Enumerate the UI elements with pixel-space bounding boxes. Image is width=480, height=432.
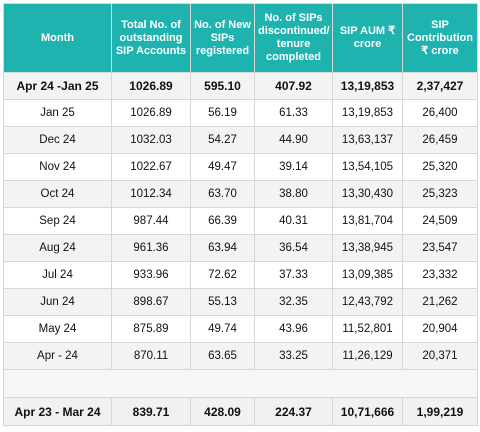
cell-discontinued: 36.54 bbox=[254, 234, 333, 262]
cell-new: 49.47 bbox=[190, 153, 255, 181]
header-month: Month bbox=[3, 3, 112, 73]
cell-aum: 12,43,792 bbox=[332, 288, 403, 316]
cell-month: Nov 24 bbox=[3, 153, 112, 181]
cell-discontinued: 40.31 bbox=[254, 207, 333, 235]
cell-month: May 24 bbox=[3, 315, 112, 343]
table-row: Jan 25 1026.89 56.19 61.33 13,19,853 26,400 bbox=[3, 99, 478, 127]
table-row: May 24 875.89 49.74 43.96 11,52,801 20,904 bbox=[3, 315, 478, 343]
cell-discontinued: 38.80 bbox=[254, 180, 333, 208]
header-new-sips: No. of New SIPs registered bbox=[190, 3, 255, 73]
cell-month: Jan 25 bbox=[3, 99, 112, 127]
cell-contribution: 20,371 bbox=[402, 342, 478, 370]
summary-aum: 13,19,853 bbox=[332, 72, 403, 100]
cell-aum: 13,19,853 bbox=[332, 99, 403, 127]
cell-discontinued: 33.25 bbox=[254, 342, 333, 370]
cell-contribution: 20,904 bbox=[402, 315, 478, 343]
cell-outstanding: 933.96 bbox=[111, 261, 191, 289]
summary-discontinued: 407.92 bbox=[254, 72, 333, 100]
cell-new: 63.65 bbox=[190, 342, 255, 370]
cell-aum: 11,52,801 bbox=[332, 315, 403, 343]
table-row: Aug 24 961.36 63.94 36.54 13,38,945 23,547 bbox=[3, 234, 478, 262]
footer-month: Apr 23 - Mar 24 bbox=[3, 397, 112, 426]
cell-new: 55.13 bbox=[190, 288, 255, 316]
spacer-cell bbox=[3, 369, 478, 398]
cell-new: 56.19 bbox=[190, 99, 255, 127]
cell-contribution: 24,509 bbox=[402, 207, 478, 235]
footer-new: 428.09 bbox=[190, 397, 255, 426]
cell-month: Jul 24 bbox=[3, 261, 112, 289]
summary-month: Apr 24 -Jan 25 bbox=[3, 72, 112, 100]
cell-new: 63.94 bbox=[190, 234, 255, 262]
cell-discontinued: 39.14 bbox=[254, 153, 333, 181]
table-row: Jun 24 898.67 55.13 32.35 12,43,792 21,262 bbox=[3, 288, 478, 316]
cell-contribution: 26,459 bbox=[402, 126, 478, 154]
cell-outstanding: 1032.03 bbox=[111, 126, 191, 154]
cell-discontinued: 32.35 bbox=[254, 288, 333, 316]
cell-month: Aug 24 bbox=[3, 234, 112, 262]
table-row: Jul 24 933.96 72.62 37.33 13,09,385 23,332 bbox=[3, 261, 478, 289]
table-row: Apr - 24 870.11 63.65 33.25 11,26,129 20,371 bbox=[3, 342, 478, 370]
cell-contribution: 21,262 bbox=[402, 288, 478, 316]
sip-data-table: Month Total No. of outstanding SIP Accou… bbox=[3, 3, 478, 426]
cell-contribution: 23,547 bbox=[402, 234, 478, 262]
header-sip-aum: SIP AUM ₹ crore bbox=[332, 3, 403, 73]
cell-month: Oct 24 bbox=[3, 180, 112, 208]
cell-discontinued: 61.33 bbox=[254, 99, 333, 127]
footer-aum: 10,71,666 bbox=[332, 397, 403, 426]
cell-month: Dec 24 bbox=[3, 126, 112, 154]
cell-outstanding: 1022.67 bbox=[111, 153, 191, 181]
header-sip-contribution: SIP Contribution ₹ crore bbox=[402, 3, 478, 73]
cell-outstanding: 1026.89 bbox=[111, 99, 191, 127]
cell-month: Apr - 24 bbox=[3, 342, 112, 370]
cell-aum: 13,63,137 bbox=[332, 126, 403, 154]
cell-new: 54.27 bbox=[190, 126, 255, 154]
cell-discontinued: 44.90 bbox=[254, 126, 333, 154]
cell-new: 66.39 bbox=[190, 207, 255, 235]
cell-discontinued: 37.33 bbox=[254, 261, 333, 289]
cell-aum: 13,09,385 bbox=[332, 261, 403, 289]
header-discontinued-sips: No. of SIPs discontinued/ tenure complet… bbox=[254, 3, 333, 73]
cell-new: 72.62 bbox=[190, 261, 255, 289]
cell-contribution: 25,320 bbox=[402, 153, 478, 181]
table-row: Oct 24 1012.34 63.70 38.80 13,30,430 25,323 bbox=[3, 180, 478, 208]
cell-outstanding: 1012.34 bbox=[111, 180, 191, 208]
spacer-row bbox=[3, 369, 478, 398]
summary-outstanding: 1026.89 bbox=[111, 72, 191, 100]
cell-contribution: 23,332 bbox=[402, 261, 478, 289]
table-row: Nov 24 1022.67 49.47 39.14 13,54,105 25,320 bbox=[3, 153, 478, 181]
cell-outstanding: 898.67 bbox=[111, 288, 191, 316]
header-row: Month Total No. of outstanding SIP Accou… bbox=[3, 3, 478, 73]
cell-aum: 13,38,945 bbox=[332, 234, 403, 262]
cell-aum: 13,81,704 bbox=[332, 207, 403, 235]
cell-contribution: 25,323 bbox=[402, 180, 478, 208]
footer-contribution: 1,99,219 bbox=[402, 397, 478, 426]
summary-new: 595.10 bbox=[190, 72, 255, 100]
cell-discontinued: 43.96 bbox=[254, 315, 333, 343]
cell-outstanding: 961.36 bbox=[111, 234, 191, 262]
table-row: Sep 24 987.44 66.39 40.31 13,81,704 24,509 bbox=[3, 207, 478, 235]
footer-outstanding: 839.71 bbox=[111, 397, 191, 426]
cell-month: Sep 24 bbox=[3, 207, 112, 235]
cell-aum: 13,30,430 bbox=[332, 180, 403, 208]
cell-month: Jun 24 bbox=[3, 288, 112, 316]
summary-contribution: 2,37,427 bbox=[402, 72, 478, 100]
header-outstanding-accounts: Total No. of outstanding SIP Accounts bbox=[111, 3, 191, 73]
footer-discontinued: 224.37 bbox=[254, 397, 333, 426]
cell-aum: 11,26,129 bbox=[332, 342, 403, 370]
cell-outstanding: 875.89 bbox=[111, 315, 191, 343]
cell-contribution: 26,400 bbox=[402, 99, 478, 127]
cell-new: 49.74 bbox=[190, 315, 255, 343]
cell-outstanding: 870.11 bbox=[111, 342, 191, 370]
month-rows: Jan 25 1026.89 56.19 61.33 13,19,853 26,400 De… bbox=[3, 99, 478, 370]
cell-aum: 13,54,105 bbox=[332, 153, 403, 181]
table-row: Dec 24 1032.03 54.27 44.90 13,63,137 26,459 bbox=[3, 126, 478, 154]
cell-new: 63.70 bbox=[190, 180, 255, 208]
summary-row: Apr 24 -Jan 25 1026.89 595.10 407.92 13,… bbox=[3, 72, 478, 100]
cell-outstanding: 987.44 bbox=[111, 207, 191, 235]
footer-row: Apr 23 - Mar 24 839.71 428.09 224.37 10,… bbox=[3, 397, 478, 426]
